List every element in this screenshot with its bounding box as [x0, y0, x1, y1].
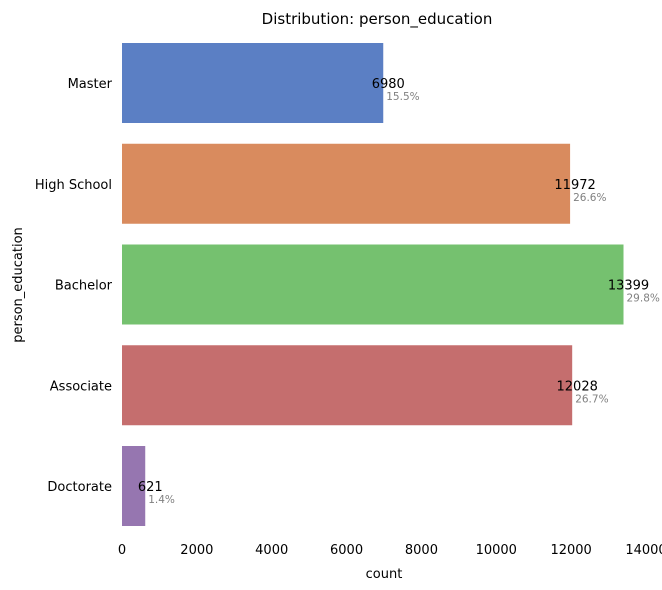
y-tick-bachelor: Bachelor — [55, 279, 113, 294]
y-tick-doctorate: Doctorate — [47, 480, 112, 495]
y-axis-title: person_education — [11, 227, 26, 343]
value-label-high-school: 11972 — [554, 178, 595, 193]
bars-group — [122, 43, 624, 526]
x-tick-4000: 4000 — [255, 543, 288, 558]
x-tick-10000: 10000 — [476, 543, 517, 558]
x-tick-0: 0 — [118, 543, 126, 558]
chart-title: Distribution: person_education — [262, 10, 493, 29]
value-label-master: 6980 — [372, 77, 405, 92]
percent-label-high-school: 26.6% — [573, 192, 606, 204]
x-axis-title: count — [366, 567, 403, 582]
x-tick-8000: 8000 — [405, 543, 438, 558]
bar-high-school — [122, 143, 571, 224]
x-tick-12000: 12000 — [550, 543, 591, 558]
y-tick-associate: Associate — [50, 379, 112, 394]
percent-label-bachelor: 29.8% — [627, 293, 660, 305]
value-label-bachelor: 13399 — [608, 279, 649, 294]
y-tick-high-school: High School — [35, 178, 112, 193]
x-tick-14000: 14000 — [625, 543, 662, 558]
percent-label-associate: 26.7% — [575, 393, 608, 405]
bar-master — [122, 43, 384, 123]
percent-label-doctorate: 1.4% — [148, 494, 175, 506]
y-tick-labels: Master High School Bachelor Associate Doctor… — [35, 77, 113, 495]
bar-doctorate — [122, 446, 146, 526]
value-label-associate: 12028 — [557, 379, 598, 394]
percent-label-master: 15.5% — [386, 91, 419, 103]
x-tick-6000: 6000 — [330, 543, 363, 558]
x-tick-2000: 2000 — [180, 543, 213, 558]
x-tick-labels: 0 2000 4000 6000 8000 10000 12000 14000 — [118, 543, 662, 558]
y-tick-master: Master — [68, 77, 113, 92]
value-label-doctorate: 621 — [138, 480, 163, 495]
bar-associate — [122, 345, 573, 426]
bar-bachelor — [122, 244, 624, 325]
